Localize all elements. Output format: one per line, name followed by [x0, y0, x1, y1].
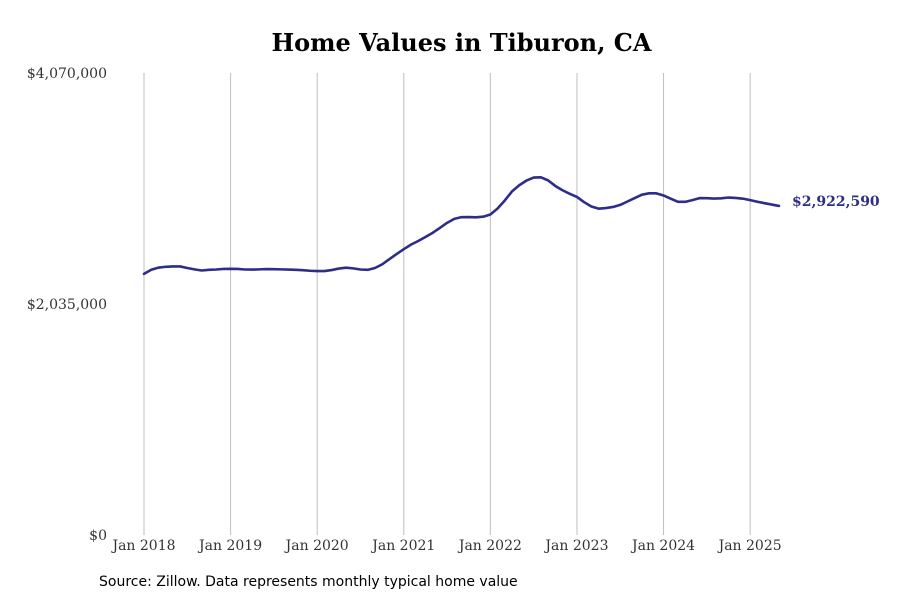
x-tick-label: Jan 2019: [197, 538, 262, 554]
x-tick-label: Jan 2021: [370, 538, 435, 554]
x-axis-tick-labels: Jan 2018 Jan 2019 Jan 2020 Jan 2021 Jan 2022…: [110, 538, 781, 554]
x-tick-label: Jan 2022: [457, 538, 522, 554]
x-tick-label: Jan 2023: [543, 538, 608, 554]
end-value-label-layer: $2,922,590: [792, 194, 880, 210]
series-layer: [142, 176, 781, 276]
end-value-label: $2,922,590: [792, 194, 880, 210]
x-tick-label: Jan 2024: [630, 538, 695, 554]
y-tick-label: $2,035,000: [27, 297, 107, 313]
vertical-gridlines: [143, 73, 751, 535]
x-tick-label: Jan 2025: [717, 538, 782, 554]
chart-title: Home Values in Tiburon, CA: [271, 28, 652, 57]
x-tick-label: Jan 2018: [110, 538, 175, 554]
y-axis-tick-labels: $0 $2,035,000 $4,070,000: [27, 66, 107, 544]
source-note: Source: Zillow. Data represents monthly …: [99, 574, 518, 590]
series-line: [142, 176, 781, 276]
x-tick-label: Jan 2020: [284, 538, 349, 554]
y-tick-label: $0: [89, 528, 107, 544]
y-tick-label: $4,070,000: [27, 66, 107, 82]
